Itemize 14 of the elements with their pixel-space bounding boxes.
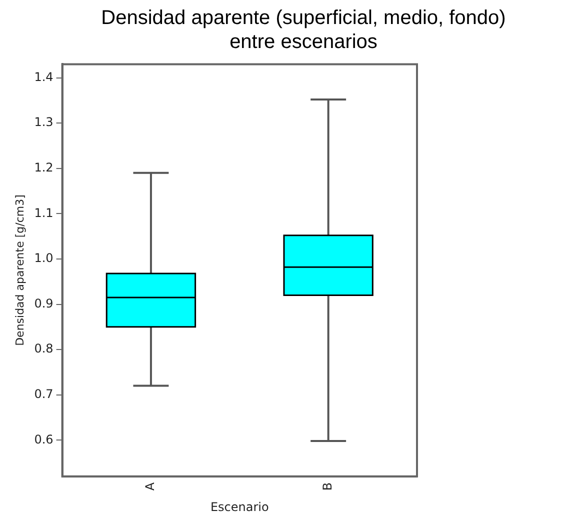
x-tick-label: A bbox=[143, 482, 158, 491]
chart-title: Densidad aparente (superficial, medio, fondo) entre escenarios bbox=[100, 6, 507, 54]
y-tick-label: 0.9 bbox=[34, 296, 54, 310]
y-tick-label: 1.0 bbox=[34, 251, 54, 266]
y-axis-title: Densidad aparente [g/cm3] bbox=[13, 194, 26, 346]
y-tick-label: 1.1 bbox=[34, 206, 54, 220]
y-tick-label: 1.4 bbox=[34, 70, 54, 84]
y-tick-label: 1.3 bbox=[34, 115, 54, 130]
y-tick-label: 0.8 bbox=[34, 342, 54, 356]
y-tick-label: 0.6 bbox=[34, 432, 54, 446]
y-tick-label: 1.2 bbox=[34, 160, 54, 174]
x-tick-label: B bbox=[320, 482, 334, 491]
x-axis-title: Escenario bbox=[210, 500, 269, 514]
y-tick-label: 0.7 bbox=[34, 386, 54, 401]
